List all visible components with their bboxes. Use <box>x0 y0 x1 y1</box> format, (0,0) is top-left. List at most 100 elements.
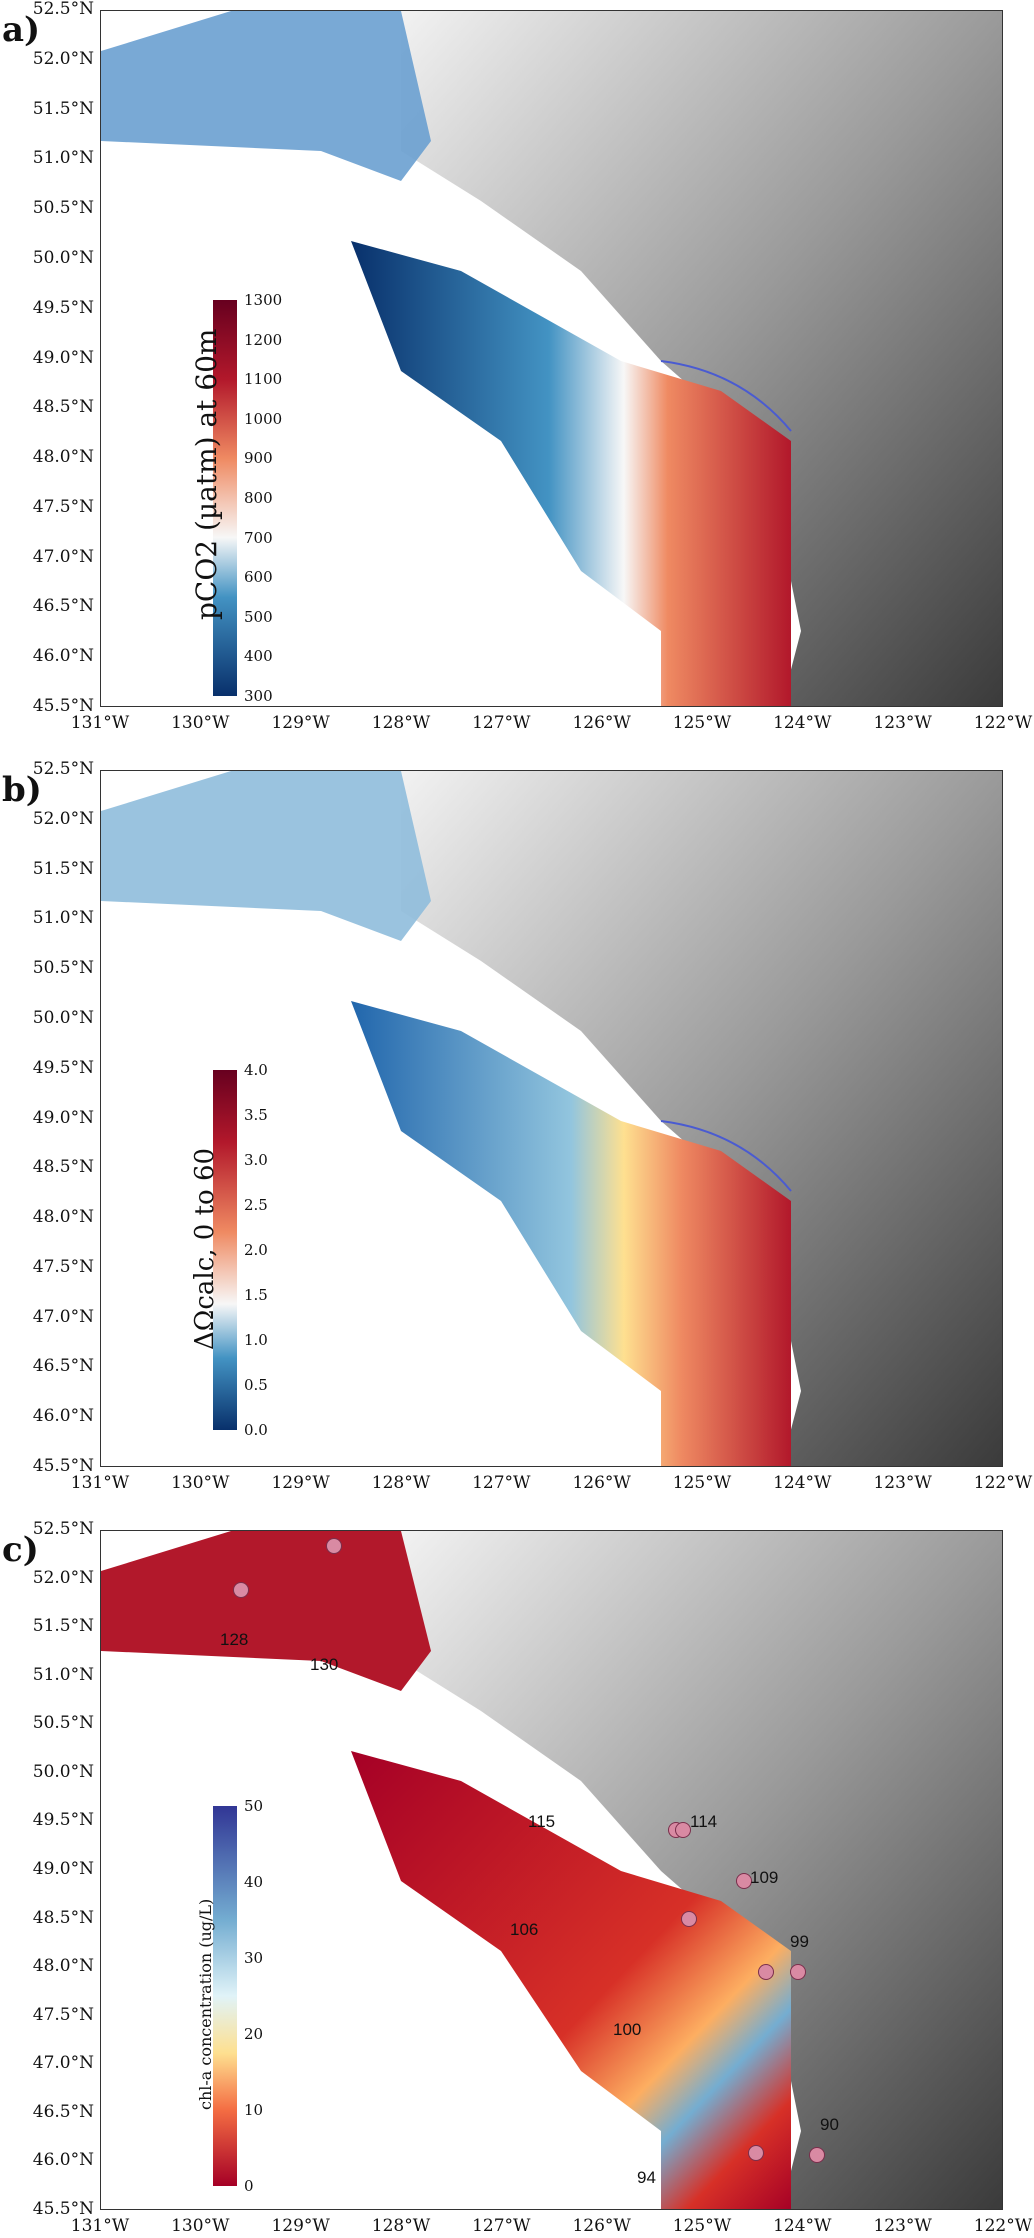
lat-label: 51.5°N <box>32 98 94 119</box>
lat-label: 47.0°N <box>32 546 94 567</box>
colorbar-tick: 4.0 <box>244 1061 268 1079</box>
lon-label: 131°W <box>70 713 130 733</box>
lon-label: 125°W <box>672 2216 732 2236</box>
lon-label: 129°W <box>271 1473 330 1493</box>
map-area <box>100 1530 1003 2210</box>
panel-letter: c) <box>2 1530 39 1570</box>
lon-label: 125°W <box>672 1473 732 1493</box>
colorbar-tick: 40 <box>244 1873 264 1891</box>
lon-label: 129°W <box>271 2216 330 2236</box>
lon-label: 126°W <box>572 713 631 733</box>
panel-letter: b) <box>2 770 42 810</box>
lat-label: 47.5°N <box>32 496 94 517</box>
lat-label: 52.5°N <box>32 0 94 19</box>
lat-label: 47.5°N <box>32 2004 94 2025</box>
lon-label: 127°W <box>472 1473 531 1493</box>
station-label: 128 <box>220 1630 249 1649</box>
lon-label: 130°W <box>171 1473 230 1493</box>
lat-label: 49.0°N <box>32 1107 94 1128</box>
colorbar-tick: 30 <box>244 1949 264 1967</box>
colorbar-tick: 2.5 <box>244 1196 268 1214</box>
lat-label: 52.5°N <box>32 1519 94 1539</box>
map-area <box>100 770 1003 1467</box>
lon-label: 127°W <box>472 2216 531 2236</box>
colorbar-tick: 1200 <box>244 330 283 349</box>
station-label: 94 <box>637 2168 656 2187</box>
colorbar-tick: 600 <box>244 568 273 587</box>
lat-label: 46.0°N <box>32 646 94 667</box>
lat-label: 49.5°N <box>32 1057 94 1078</box>
lon-label: 126°W <box>572 2216 631 2236</box>
lon-label: 124°W <box>773 1473 832 1493</box>
lat-label: 46.5°N <box>32 1356 94 1377</box>
lon-label: 127°W <box>472 713 531 733</box>
land-relief <box>401 1531 1002 2209</box>
colorbar-tick: 1300 <box>244 291 283 309</box>
colorbar-tick: 1100 <box>244 370 283 389</box>
station-label: 115 <box>528 1812 556 1831</box>
colorbar-tick: 3.0 <box>244 1151 268 1169</box>
lat-label: 49.5°N <box>32 1810 94 1831</box>
lat-label: 50.0°N <box>32 247 94 268</box>
lat-label: 48.5°N <box>32 1157 94 1178</box>
station-marker <box>233 1582 249 1598</box>
colorbar-tick: 1.0 <box>244 1331 268 1349</box>
lat-label: 51.0°N <box>32 908 94 929</box>
station-label: 109 <box>750 1868 779 1887</box>
station-label: 100 <box>613 2020 642 2039</box>
colorbar-title: pCO2 (µatm) at 60m <box>190 328 223 620</box>
colorbar-tick: 0.0 <box>244 1421 268 1439</box>
lon-label: 124°W <box>773 2216 832 2236</box>
lon-label: 130°W <box>171 2216 230 2236</box>
colorbar-tick: 3.5 <box>244 1106 268 1124</box>
station-label: 99 <box>790 1932 809 1951</box>
lat-label: 51.0°N <box>32 1664 94 1685</box>
lat-label: 48.5°N <box>32 1907 94 1928</box>
lat-label: 49.0°N <box>32 1859 94 1879</box>
lon-label: 122°W <box>973 713 1033 733</box>
lat-label: 52.0°N <box>32 48 94 69</box>
panel-letter: a) <box>2 10 41 50</box>
panel-a: a) 1300 1200 1100 1000 900 800 700 600 500 400 3 <box>0 0 1034 745</box>
map-area <box>100 10 1003 707</box>
lat-label: 51.0°N <box>32 148 94 169</box>
station-label: 114 <box>690 1812 718 1831</box>
lat-label: 48.0°N <box>32 1207 94 1228</box>
colorbar-tick: 300 <box>244 687 273 705</box>
lon-label: 128°W <box>371 2216 431 2236</box>
colorbar-tick: 700 <box>244 528 273 547</box>
lon-label: 122°W <box>973 1473 1033 1493</box>
colorbar <box>213 1806 237 2186</box>
colorbar-tick: 0 <box>244 2177 254 2195</box>
isobath <box>660 360 792 432</box>
panel-b: b) 4.0 3.5 3.0 2.5 2.0 1.5 1.0 0.5 0.0 ΔΩcal <box>0 759 1034 1505</box>
station-label: 90 <box>820 2115 839 2134</box>
colorbar-tick: 800 <box>244 489 273 507</box>
land-relief <box>401 771 1002 1466</box>
station-label: 130 <box>310 1655 339 1674</box>
colorbar-tick: 10 <box>244 2101 264 2119</box>
lon-label: 123°W <box>873 1473 932 1493</box>
lon-label: 126°W <box>572 1473 631 1493</box>
lat-label: 45.5°N <box>32 2199 94 2219</box>
lat-label: 46.0°N <box>32 1406 94 1427</box>
colorbar-tick: 400 <box>244 647 273 666</box>
lat-label: 52.0°N <box>32 808 94 829</box>
colorbar-title: chl-a concentration (ug/L) <box>196 1898 215 2110</box>
lat-label: 51.5°N <box>32 858 94 879</box>
station-marker <box>748 2145 764 2161</box>
station-label: 106 <box>510 1920 539 1939</box>
lat-label: 49.5°N <box>32 297 94 318</box>
colorbar-tick: 500 <box>244 607 273 626</box>
ocean-north <box>101 771 431 941</box>
lat-label: 50.5°N <box>32 958 94 979</box>
lat-label: 50.0°N <box>32 1761 94 1782</box>
lat-label: 48.5°N <box>32 397 94 418</box>
lat-label: 50.5°N <box>32 1713 94 1734</box>
ocean-north <box>101 11 431 181</box>
lon-label: 130°W <box>171 713 230 733</box>
station-marker <box>809 2147 825 2163</box>
lat-label: 46.5°N <box>32 2101 94 2122</box>
station-marker <box>675 1822 691 1838</box>
lat-label: 52.5°N <box>32 759 94 779</box>
